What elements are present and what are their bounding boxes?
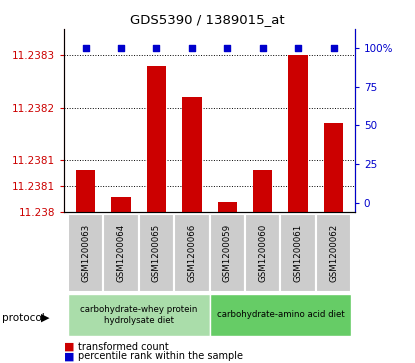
Text: ▶: ▶ <box>41 313 49 323</box>
Text: GSM1200061: GSM1200061 <box>294 224 303 282</box>
Point <box>153 45 160 50</box>
Bar <box>76 171 95 212</box>
Text: percentile rank within the sample: percentile rank within the sample <box>78 351 243 362</box>
Bar <box>245 214 281 292</box>
Text: carbohydrate-amino acid diet: carbohydrate-amino acid diet <box>217 310 344 319</box>
Bar <box>68 294 210 336</box>
Text: GSM1200064: GSM1200064 <box>117 224 125 282</box>
Bar <box>146 66 166 212</box>
Point <box>118 45 124 50</box>
Bar <box>139 214 174 292</box>
Point <box>188 45 195 50</box>
Bar <box>316 214 351 292</box>
Bar <box>217 202 237 212</box>
Point <box>259 45 266 50</box>
Bar <box>281 214 316 292</box>
Text: GSM1200062: GSM1200062 <box>329 224 338 282</box>
Bar <box>253 171 273 212</box>
Point <box>330 45 337 50</box>
Point <box>224 45 231 50</box>
Text: GSM1200066: GSM1200066 <box>187 224 196 282</box>
Bar <box>68 214 103 292</box>
Text: carbohydrate-whey protein
hydrolysate diet: carbohydrate-whey protein hydrolysate di… <box>80 305 198 325</box>
Bar <box>174 214 210 292</box>
Bar <box>182 97 202 212</box>
Bar <box>210 294 351 336</box>
Bar <box>103 214 139 292</box>
Bar <box>324 123 343 212</box>
Text: ■: ■ <box>64 342 75 352</box>
Text: ■: ■ <box>64 351 75 362</box>
Text: GSM1200065: GSM1200065 <box>152 224 161 282</box>
Point <box>295 45 301 50</box>
Bar <box>210 214 245 292</box>
Text: transformed count: transformed count <box>78 342 169 352</box>
Bar <box>111 197 131 212</box>
Text: protocol: protocol <box>2 313 45 323</box>
Text: GDS5390 / 1389015_at: GDS5390 / 1389015_at <box>130 13 285 26</box>
Text: GSM1200059: GSM1200059 <box>223 224 232 282</box>
Bar <box>288 55 308 212</box>
Point <box>82 45 89 50</box>
Text: GSM1200060: GSM1200060 <box>258 224 267 282</box>
Text: GSM1200063: GSM1200063 <box>81 224 90 282</box>
